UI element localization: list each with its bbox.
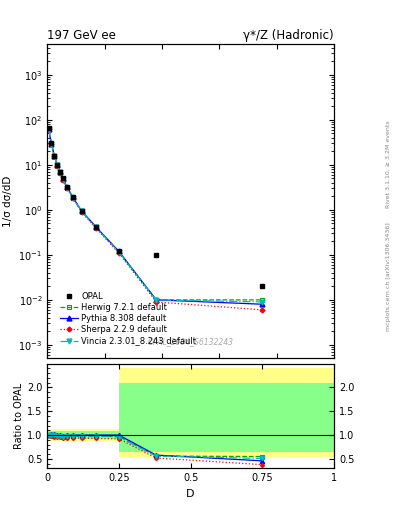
Sherpa 2.2.9 default (71, 196, 75, 202)
Herwig 7.2.1 default (65, 185, 70, 191)
Line: Vincia 2.3.01_8.243 default: Vincia 2.3.01_8.243 default (46, 127, 265, 304)
Legend: OPAL, Herwig 7.2.1 default, Pythia 8.308 default, Sherpa 2.2.9 default, Vincia 2: OPAL, Herwig 7.2.1 default, Pythia 8.308… (57, 290, 199, 348)
Vincia 2.3.01_8.243 default (79, 208, 84, 215)
OPAL (94, 224, 98, 230)
OPAL (79, 208, 84, 214)
Pythia 8.308 default (79, 208, 84, 214)
Text: OPAL_2004_S6132243: OPAL_2004_S6132243 (148, 337, 233, 346)
OPAL (46, 125, 51, 132)
X-axis label: D: D (186, 489, 195, 499)
Y-axis label: Ratio to OPAL: Ratio to OPAL (14, 383, 24, 449)
Line: Sherpa 2.2.9 default: Sherpa 2.2.9 default (47, 127, 264, 312)
Pythia 8.308 default (94, 224, 98, 230)
OPAL (55, 162, 60, 168)
Herwig 7.2.1 default (61, 176, 65, 182)
Sherpa 2.2.9 default (58, 170, 62, 176)
Pythia 8.308 default (49, 141, 54, 147)
Pythia 8.308 default (260, 301, 265, 307)
Sherpa 2.2.9 default (94, 225, 98, 231)
Herwig 7.2.1 default (46, 126, 51, 133)
Vincia 2.3.01_8.243 default (61, 176, 65, 182)
Vincia 2.3.01_8.243 default (52, 153, 57, 159)
OPAL (65, 184, 70, 190)
Vincia 2.3.01_8.243 default (65, 185, 70, 191)
OPAL (52, 153, 57, 159)
Sherpa 2.2.9 default (79, 209, 84, 215)
Sherpa 2.2.9 default (154, 299, 158, 305)
Vincia 2.3.01_8.243 default (154, 297, 158, 303)
Sherpa 2.2.9 default (260, 307, 265, 313)
Vincia 2.3.01_8.243 default (46, 126, 51, 133)
OPAL (58, 169, 62, 175)
Pythia 8.308 default (52, 153, 57, 159)
Pythia 8.308 default (65, 184, 70, 190)
Pythia 8.308 default (61, 176, 65, 182)
Line: Pythia 8.308 default: Pythia 8.308 default (46, 127, 265, 307)
Sherpa 2.2.9 default (52, 153, 57, 159)
Herwig 7.2.1 default (260, 297, 265, 303)
Sherpa 2.2.9 default (49, 141, 54, 147)
Pythia 8.308 default (71, 194, 75, 200)
Pythia 8.308 default (58, 169, 62, 175)
OPAL (49, 140, 54, 146)
Sherpa 2.2.9 default (65, 185, 70, 191)
Herwig 7.2.1 default (154, 297, 158, 303)
Sherpa 2.2.9 default (116, 250, 121, 256)
Vincia 2.3.01_8.243 default (58, 169, 62, 175)
OPAL (61, 176, 65, 182)
Herwig 7.2.1 default (79, 208, 84, 215)
Line: Herwig 7.2.1 default: Herwig 7.2.1 default (46, 127, 265, 302)
Text: γ*/Z (Hadronic): γ*/Z (Hadronic) (243, 29, 334, 42)
Sherpa 2.2.9 default (61, 177, 65, 183)
Herwig 7.2.1 default (94, 224, 98, 230)
Vincia 2.3.01_8.243 default (94, 224, 98, 230)
Sherpa 2.2.9 default (55, 163, 60, 169)
Text: 197 GeV ee: 197 GeV ee (47, 29, 116, 42)
Herwig 7.2.1 default (49, 141, 54, 147)
Y-axis label: 1/σ dσ/dD: 1/σ dσ/dD (3, 175, 13, 227)
Vincia 2.3.01_8.243 default (49, 141, 54, 147)
Vincia 2.3.01_8.243 default (116, 249, 121, 255)
Text: Rivet 3.1.10, ≥ 3.2M events: Rivet 3.1.10, ≥ 3.2M events (386, 120, 391, 208)
Vincia 2.3.01_8.243 default (55, 162, 60, 168)
OPAL (71, 194, 75, 200)
Herwig 7.2.1 default (52, 153, 57, 159)
Pythia 8.308 default (46, 126, 51, 133)
Sherpa 2.2.9 default (46, 126, 51, 133)
Pythia 8.308 default (55, 162, 60, 168)
Herwig 7.2.1 default (71, 195, 75, 201)
OPAL (154, 252, 158, 258)
Line: OPAL: OPAL (46, 126, 265, 289)
Vincia 2.3.01_8.243 default (71, 195, 75, 201)
Pythia 8.308 default (116, 248, 121, 254)
OPAL (116, 248, 121, 254)
Text: mcplots.cern.ch [arXiv:1306.3436]: mcplots.cern.ch [arXiv:1306.3436] (386, 222, 391, 331)
Herwig 7.2.1 default (116, 249, 121, 255)
Herwig 7.2.1 default (58, 169, 62, 176)
Herwig 7.2.1 default (55, 162, 60, 168)
OPAL (260, 283, 265, 289)
Pythia 8.308 default (154, 297, 158, 303)
Vincia 2.3.01_8.243 default (260, 299, 265, 305)
